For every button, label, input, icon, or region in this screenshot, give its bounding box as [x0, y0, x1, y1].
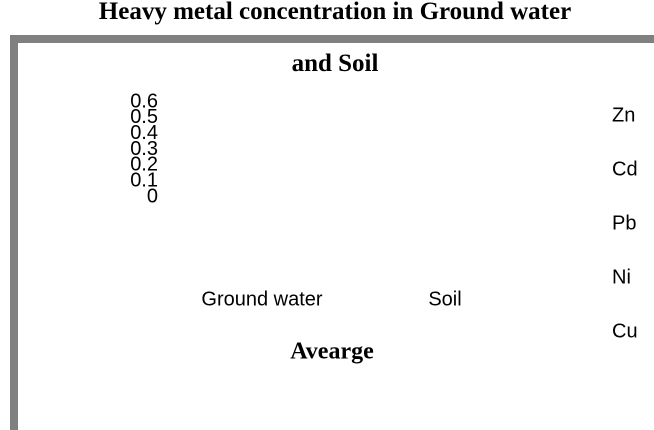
y-tick-label: 0.2: [130, 154, 158, 176]
legend-label: Cd: [612, 158, 638, 180]
chart-title: Heavy metal concentration in Ground wate…: [98, 0, 572, 77]
x-tick-label: Ground water: [201, 288, 323, 310]
plot-background: [18, 43, 654, 430]
legend-label: Zn: [612, 104, 635, 126]
legend-label: Ni: [612, 266, 631, 288]
frame-top: [10, 35, 654, 43]
legend-label: Pb: [612, 212, 636, 234]
frame-left: [10, 35, 18, 430]
x-tick-label: Soil: [428, 288, 461, 310]
y-tick-label: 0.4: [130, 122, 158, 144]
y-tick-label: 0.5: [130, 106, 158, 128]
legend-label: Cu: [612, 320, 638, 342]
x-axis-title: Avearge: [290, 339, 374, 365]
y-tick-label: 0.6: [130, 90, 158, 112]
y-tick-label: 0.3: [130, 138, 158, 160]
y-tick-label: 0: [147, 185, 158, 207]
y-tick-label: 0.1: [130, 169, 158, 191]
